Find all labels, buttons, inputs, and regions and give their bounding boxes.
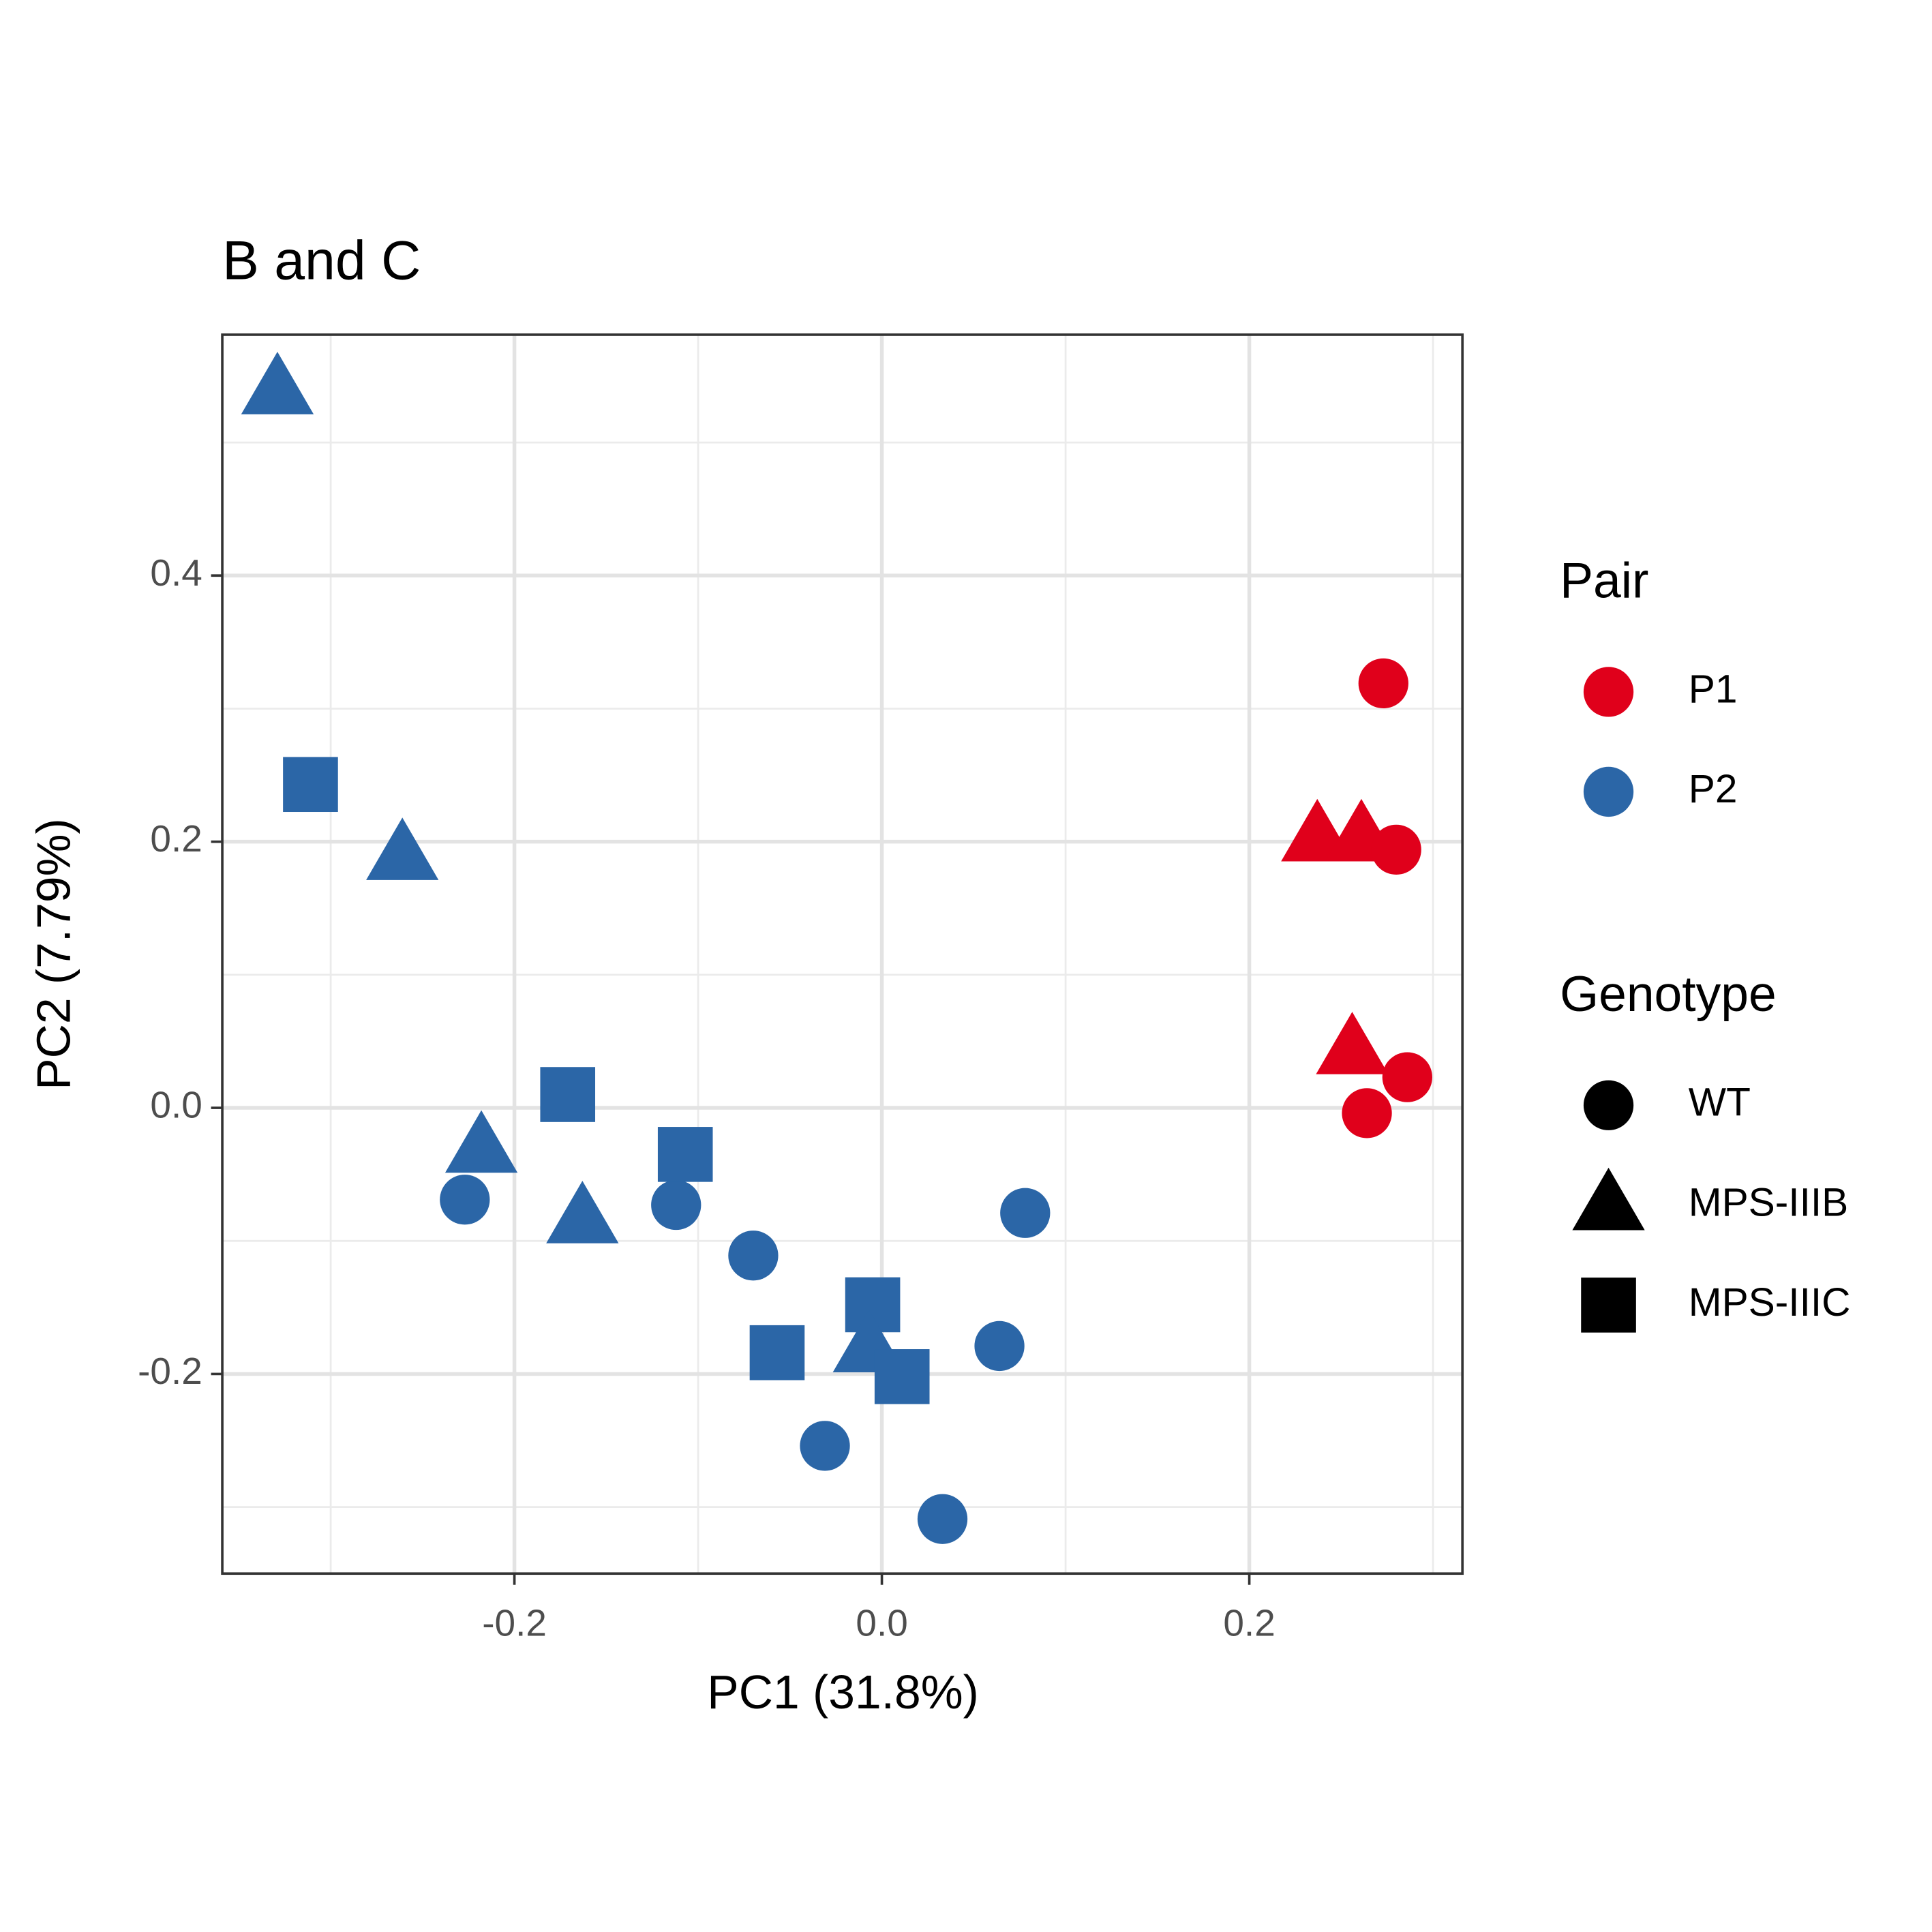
y-tick-label: -0.2 bbox=[138, 1350, 202, 1392]
legend-key bbox=[1583, 667, 1634, 717]
x-tick-label: 0.0 bbox=[856, 1602, 907, 1644]
point bbox=[1371, 824, 1421, 875]
legend-title: Genotype bbox=[1560, 966, 1777, 1022]
point bbox=[440, 1175, 490, 1225]
legend-label: P1 bbox=[1689, 667, 1738, 711]
y-tick-label: 0.4 bbox=[150, 552, 202, 594]
x-axis-title: PC1 (31.8%) bbox=[707, 1665, 978, 1719]
legend-key bbox=[1583, 766, 1634, 817]
point bbox=[874, 1349, 930, 1404]
point bbox=[540, 1067, 596, 1122]
point bbox=[1358, 658, 1408, 709]
y-axis-title: PC2 (7.79%) bbox=[27, 818, 80, 1089]
legend-key bbox=[1572, 1167, 1645, 1231]
legend-label: P2 bbox=[1689, 767, 1738, 811]
y-tick-label: 0.2 bbox=[150, 817, 202, 860]
legend-title: Pair bbox=[1560, 553, 1648, 609]
point bbox=[283, 757, 338, 813]
point bbox=[1382, 1052, 1432, 1102]
grid: -0.2 0.0 0.2 -0.2 0.0 0.2 0.4 bbox=[138, 334, 1463, 1644]
x-tick-label: -0.2 bbox=[482, 1602, 547, 1644]
point bbox=[728, 1231, 779, 1281]
point bbox=[657, 1127, 713, 1182]
legend: Pair P1 P2 Genotype WT MPS-IIIB MPS-IIIC bbox=[1560, 553, 1850, 1333]
point bbox=[444, 1110, 518, 1173]
legend-key bbox=[1583, 1080, 1634, 1130]
point bbox=[651, 1179, 701, 1231]
point bbox=[1000, 1188, 1051, 1238]
point bbox=[1316, 1012, 1389, 1074]
point bbox=[241, 352, 314, 414]
point bbox=[917, 1494, 968, 1544]
chart-title: B and C bbox=[222, 230, 421, 292]
point bbox=[749, 1325, 805, 1380]
point bbox=[800, 1421, 850, 1471]
point bbox=[546, 1181, 619, 1243]
legend-label: WT bbox=[1689, 1081, 1751, 1125]
legend-label: MPS-IIIB bbox=[1689, 1180, 1848, 1224]
point bbox=[1342, 1088, 1392, 1138]
legend-label: MPS-IIIC bbox=[1689, 1280, 1851, 1325]
point bbox=[974, 1320, 1025, 1372]
points bbox=[241, 352, 1432, 1544]
plot-border bbox=[221, 333, 1464, 1575]
y-tick-label: 0.0 bbox=[150, 1084, 202, 1126]
point bbox=[366, 817, 439, 880]
x-tick-label: 0.2 bbox=[1223, 1602, 1275, 1644]
legend-key bbox=[1581, 1278, 1636, 1333]
